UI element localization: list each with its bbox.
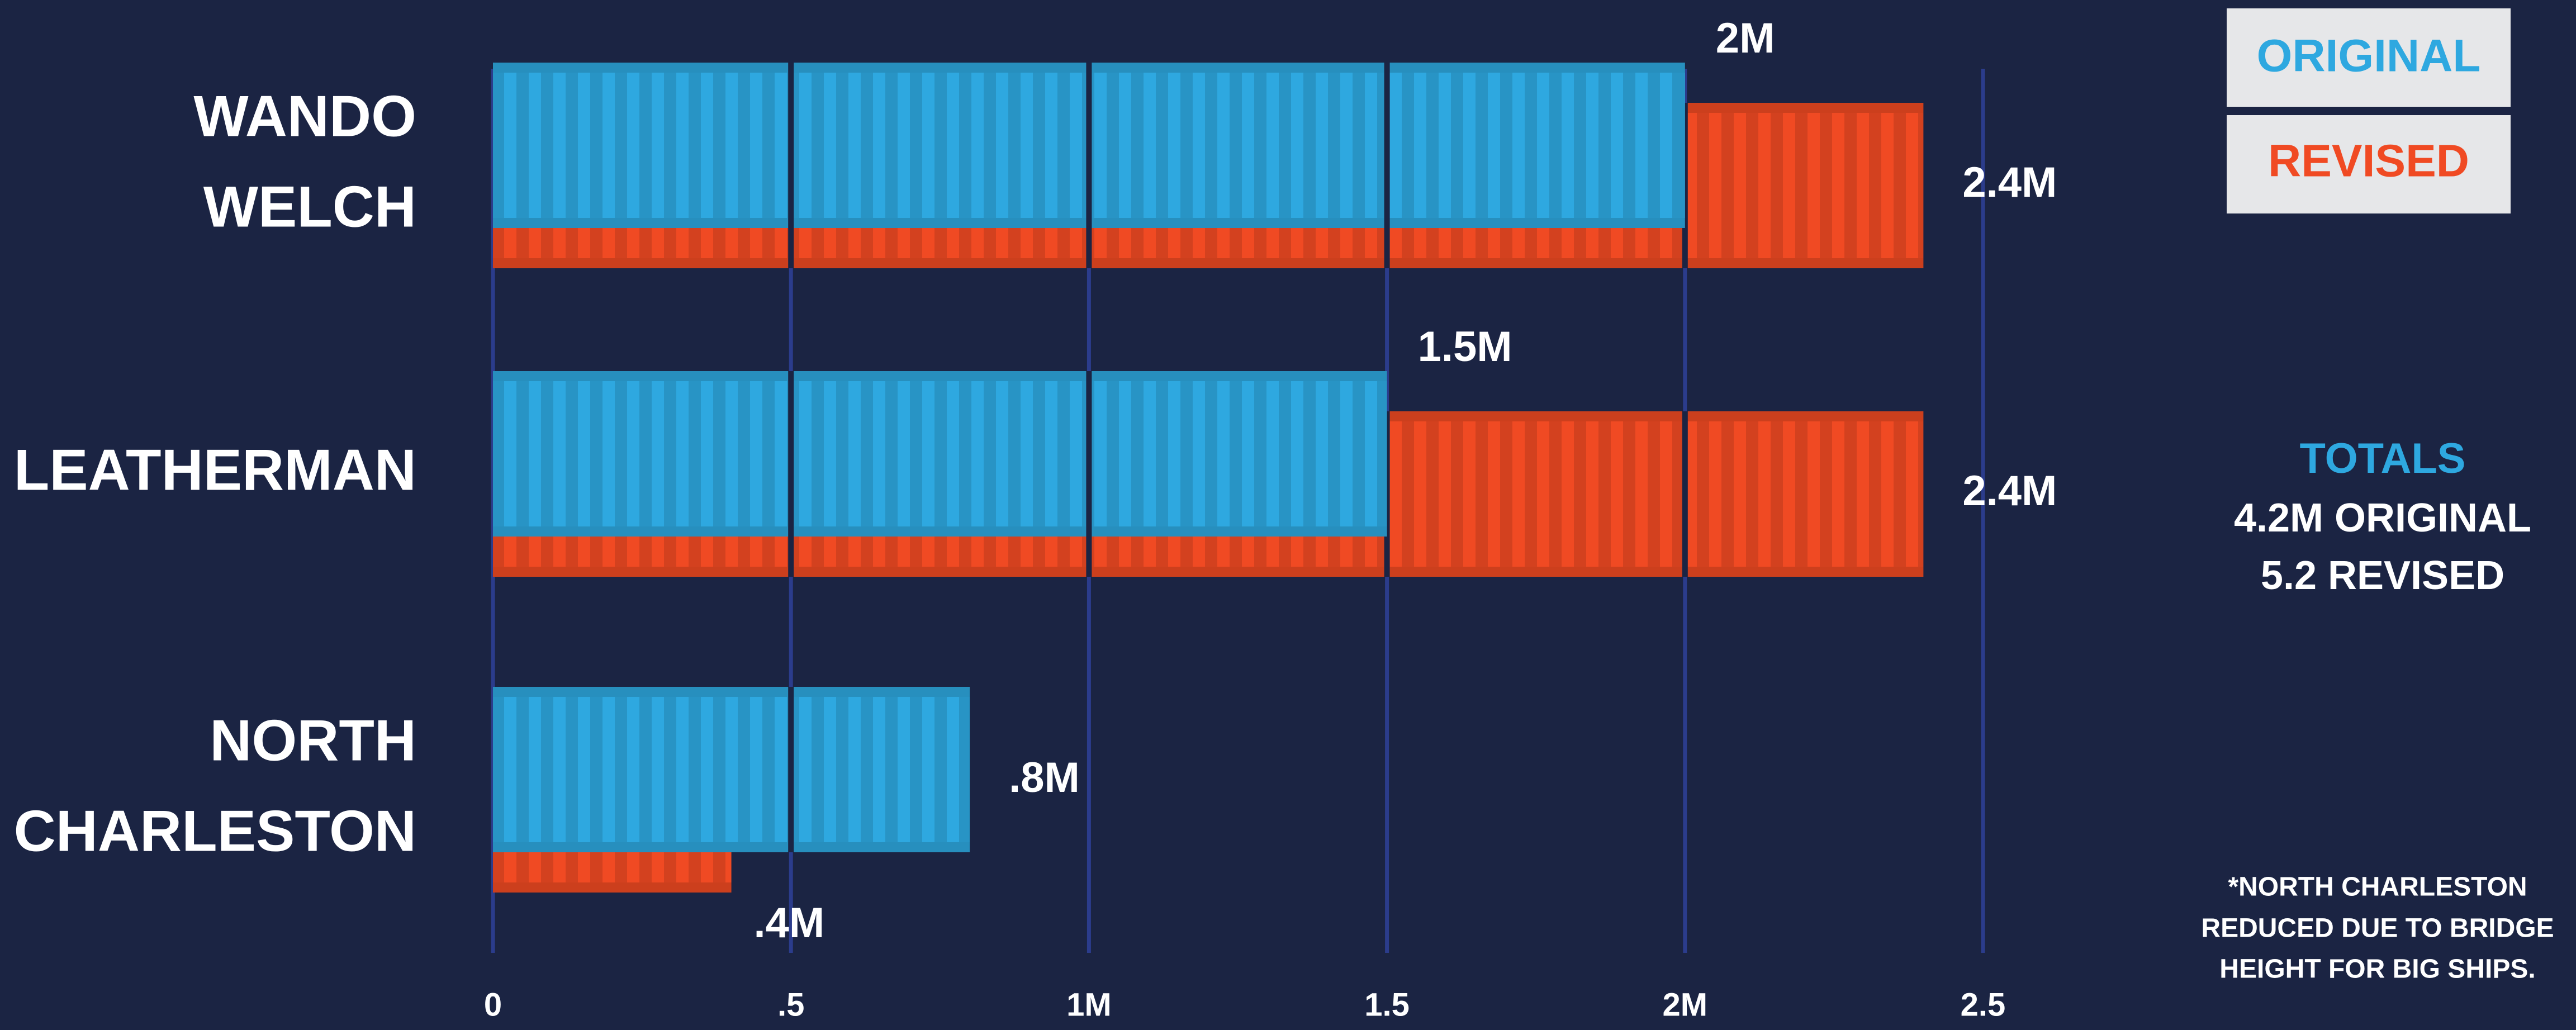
value-label: 1.5M <box>1418 323 1512 371</box>
bar-rail <box>493 567 1924 577</box>
legend-box <box>2227 115 2511 213</box>
x-tick-label: .5 <box>777 986 804 1023</box>
container-divider <box>788 63 794 228</box>
x-tick-label: 0 <box>484 986 502 1023</box>
value-label: 2.4M <box>1962 467 2057 515</box>
totals-line: 5.2 REVISED <box>2261 553 2504 598</box>
container-divider <box>1384 63 1390 228</box>
legend-box <box>2227 8 2511 107</box>
value-label: .8M <box>1009 754 1080 801</box>
bar-rail <box>493 882 732 893</box>
bar-rail <box>493 842 970 852</box>
x-tick-label: 1M <box>1066 986 1112 1023</box>
legend-label: REVISED <box>2268 136 2469 187</box>
x-tick-label: 1.5 <box>1364 986 1410 1023</box>
category-label: WANDO <box>193 84 416 149</box>
value-label: 2M <box>1716 15 1775 62</box>
bar-rail <box>493 526 1387 537</box>
value-label: 2.4M <box>1962 159 2057 206</box>
category-label: CHARLESTON <box>14 799 416 863</box>
bar-texture <box>493 381 1387 526</box>
category-label: NORTH <box>210 708 416 773</box>
bar-texture <box>493 697 970 842</box>
bar-rail <box>493 371 1387 381</box>
bar-rail <box>493 687 970 697</box>
container-divider <box>1086 371 1092 537</box>
container-divider <box>1086 63 1092 228</box>
footnote: *NORTH CHARLESTON <box>2228 872 2527 902</box>
bar-rail <box>493 258 1924 268</box>
container-divider <box>788 371 794 537</box>
container-divider <box>788 687 794 852</box>
footnote: HEIGHT FOR BIG SHIPS. <box>2219 955 2535 984</box>
x-tick-label: 2.5 <box>1961 986 2006 1023</box>
x-tick-label: 2M <box>1663 986 1708 1023</box>
value-label: .4M <box>754 899 825 947</box>
totals-title: TOTALS <box>2300 435 2466 482</box>
container-divider <box>1682 411 1688 577</box>
footnote: REDUCED DUE TO BRIDGE <box>2201 914 2554 943</box>
category-label: LEATHERMAN <box>14 438 416 502</box>
category-label: WELCH <box>203 174 416 239</box>
totals-line: 4.2M ORIGINAL <box>2234 496 2531 540</box>
legend-label: ORIGINAL <box>2257 31 2481 82</box>
